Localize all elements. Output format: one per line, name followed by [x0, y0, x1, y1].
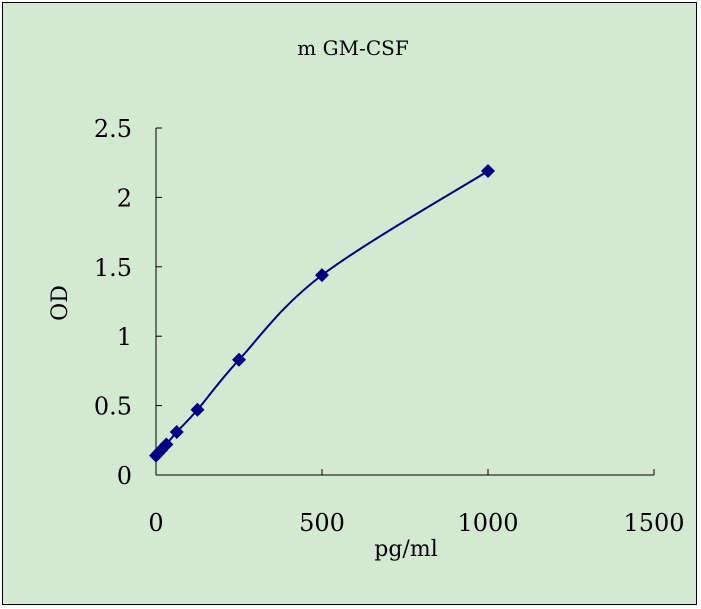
plot-group [149, 164, 495, 463]
y-tick-label: 0.5 [94, 393, 132, 421]
data-point [232, 352, 246, 367]
data-point [481, 164, 495, 179]
data-point [159, 437, 174, 452]
data-point [169, 424, 184, 439]
chart-title: m GM-CSF [297, 36, 409, 60]
x-tick-label: 1500 [623, 509, 684, 537]
chart-svg: m GM-CSF pg/ml OD 0 0.5 1 1.5 2 2.5 0 500 1000 15… [3, 3, 696, 604]
y-tick-label: 2.5 [94, 115, 132, 143]
x-axis-label: pg/ml [374, 537, 437, 562]
x-tick-label: 1000 [457, 509, 518, 537]
y-tick-label: 1 [117, 323, 132, 351]
data-point [190, 402, 205, 417]
y-tick-label: 1.5 [94, 254, 132, 282]
data-point [315, 268, 329, 283]
y-axis-label: OD [48, 285, 73, 321]
y-tick-label: 2 [117, 184, 132, 212]
x-tick-label: 0 [148, 509, 163, 537]
y-tick-label: 0 [117, 462, 132, 490]
axes-group: 0 0.5 1 1.5 2 2.5 0 500 1000 1500 [94, 115, 685, 537]
x-tick-label: 500 [299, 509, 345, 537]
chart-background [3, 3, 696, 604]
